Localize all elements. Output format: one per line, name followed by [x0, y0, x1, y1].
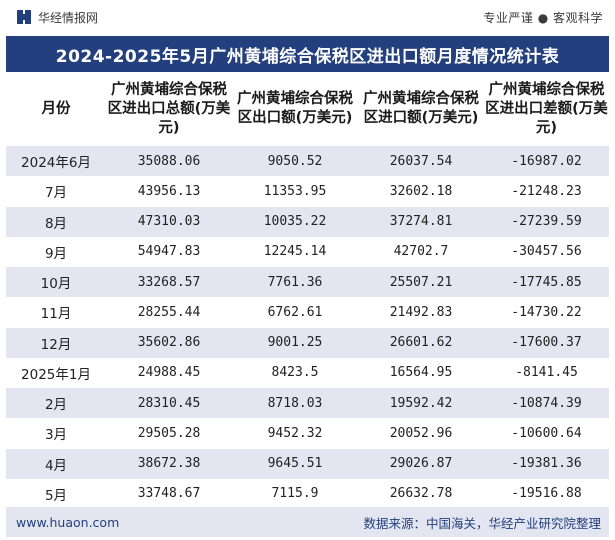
table-row: 4月 38672.38 9645.51 29026.87 -19381.36	[6, 448, 609, 479]
export-cell: 7761.36	[267, 274, 323, 290]
total-cell: 47310.03	[137, 214, 201, 230]
export-cell: 10035.22	[263, 214, 327, 230]
balance-cell: -30457.56	[511, 244, 582, 260]
total-cell: 29505.28	[137, 425, 201, 441]
table-body: 2024年6月 35088.06 9050.52 26037.54 -16987.02 7…	[6, 146, 609, 509]
export-cell: 6762.61	[267, 304, 323, 320]
page-title: 2024-2025年5月广州黄埔综合保税区进出口额月度情况统计表	[55, 46, 560, 67]
column-header-month: 月份	[6, 72, 106, 146]
balance-cell: -17745.85	[511, 274, 582, 290]
month-cell: 8月	[44, 215, 68, 232]
import-cell: 26632.78	[389, 486, 453, 502]
month-cell: 7月	[44, 185, 68, 202]
table-row: 2月 28310.45 8718.03 19592.42 -10874.39	[6, 388, 609, 419]
import-cell: 37274.81	[389, 214, 453, 230]
balance-cell: -16987.02	[511, 153, 582, 169]
export-cell: 8718.03	[267, 395, 323, 411]
top-bar: 华经情报网 专业严谨 ● 客观科学	[0, 0, 615, 34]
total-cell: 54947.83	[137, 244, 201, 260]
data-source: 数据来源：中国海关，华经产业研究院整理	[363, 515, 601, 531]
brand-name: 华经情报网	[38, 10, 99, 25]
export-cell: 9001.25	[267, 335, 323, 351]
export-cell: 11353.95	[263, 183, 327, 199]
column-header-import: 广州黄埔综合保税区进口额(万美元)	[358, 72, 484, 146]
export-cell: 12245.14	[263, 244, 327, 260]
table-row: 12月 35602.86 9001.25 26601.62 -17600.37	[6, 327, 609, 358]
balance-cell: -8141.45	[515, 365, 578, 381]
column-header-export: 广州黄埔综合保税区出口额(万美元)	[232, 72, 358, 146]
total-cell: 28255.44	[137, 304, 201, 320]
balance-cell: -10874.39	[511, 395, 582, 411]
month-cell: 12月	[40, 336, 72, 353]
month-cell: 2025年1月	[21, 366, 91, 383]
balance-cell: -10600.64	[511, 425, 582, 441]
import-cell: 21492.83	[389, 304, 453, 320]
table-row: 9月 54947.83 12245.14 42702.7 -30457.56	[6, 236, 609, 267]
total-cell: 38672.38	[137, 456, 201, 472]
export-cell: 8423.5	[271, 365, 319, 381]
total-cell: 33748.67	[137, 486, 201, 502]
data-table: 月份 广州黄埔综合保税区进出口总额(万美元) 广州黄埔综合保税区出口额(万美元)…	[6, 72, 609, 509]
import-cell: 16564.95	[389, 365, 453, 381]
table-row: 3月 29505.28 9452.32 20052.96 -10600.64	[6, 418, 609, 449]
total-cell: 43956.13	[137, 183, 201, 199]
footer-url: www.huaon.com	[16, 514, 120, 530]
title-bar: 2024-2025年5月广州黄埔综合保税区进出口额月度情况统计表	[6, 36, 609, 72]
month-cell: 2024年6月	[21, 155, 91, 172]
month-cell: 10月	[40, 276, 72, 293]
import-cell: 26601.62	[389, 335, 453, 351]
total-cell: 33268.57	[137, 274, 201, 290]
total-cell: 24988.45	[137, 365, 201, 381]
month-cell: 3月	[44, 427, 68, 444]
import-cell: 32602.18	[389, 183, 453, 199]
total-cell: 35088.06	[137, 153, 201, 169]
column-header-total: 广州黄埔综合保税区进出口总额(万美元)	[106, 72, 232, 146]
column-header-balance: 广州黄埔综合保税区进出口差额(万美元)	[484, 72, 609, 146]
huajing-logo-icon	[17, 10, 31, 24]
month-cell: 2月	[44, 397, 68, 414]
month-cell: 11月	[40, 306, 72, 323]
import-cell: 20052.96	[389, 425, 453, 441]
balance-cell: -19381.36	[511, 456, 582, 472]
export-cell: 9645.51	[267, 456, 323, 472]
import-cell: 19592.42	[389, 395, 453, 411]
table-row: 5月 33748.67 7115.9 26632.78 -19516.88	[6, 478, 609, 509]
slogan: 专业严谨 ● 客观科学	[483, 10, 603, 25]
balance-cell: -21248.23	[511, 183, 582, 199]
brand: 华经情报网	[16, 9, 98, 26]
import-cell: 29026.87	[389, 456, 453, 472]
total-cell: 28310.45	[137, 395, 201, 411]
export-cell: 9050.52	[267, 153, 323, 169]
import-cell: 26037.54	[389, 153, 453, 169]
export-cell: 9452.32	[267, 425, 323, 441]
month-cell: 9月	[44, 245, 68, 262]
balance-cell: -17600.37	[511, 335, 582, 351]
header-row: 月份 广州黄埔综合保税区进出口总额(万美元) 广州黄埔综合保税区出口额(万美元)…	[6, 72, 609, 146]
table-row: 11月 28255.44 6762.61 21492.83 -14730.22	[6, 297, 609, 328]
table-row: 2024年6月 35088.06 9050.52 26037.54 -16987.02	[6, 146, 609, 177]
table-row: 8月 47310.03 10035.22 37274.81 -27239.59	[6, 206, 609, 237]
month-cell: 4月	[44, 457, 68, 474]
total-cell: 35602.86	[137, 335, 201, 351]
table-row: 2025年1月 24988.45 8423.5 16564.95 -8141.45	[6, 357, 609, 388]
footer: www.huaon.com 数据来源：中国海关，华经产业研究院整理	[6, 507, 609, 537]
balance-cell: -19516.88	[511, 486, 582, 502]
balance-cell: -27239.59	[511, 214, 582, 230]
table-row: 7月 43956.13 11353.95 32602.18 -21248.23	[6, 176, 609, 207]
balance-cell: -14730.22	[511, 304, 582, 320]
export-cell: 7115.9	[271, 486, 319, 502]
import-cell: 42702.7	[393, 244, 449, 260]
month-cell: 5月	[44, 487, 68, 504]
table-row: 10月 33268.57 7761.36 25507.21 -17745.85	[6, 267, 609, 298]
import-cell: 25507.21	[389, 274, 453, 290]
